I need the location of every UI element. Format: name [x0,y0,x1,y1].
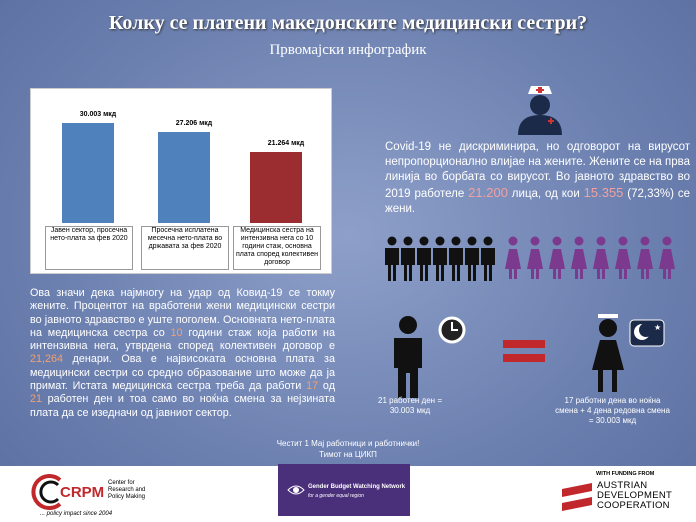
bar-chart: 30.003 мкд Јавен сектор, просечна нето-пл… [30,88,332,274]
highlight: 21 [30,393,43,406]
intro-text: Covid-19 не дискриминира, но одговорот н… [385,140,690,217]
ada-name: AUSTRIAN DEVELOPMENT COOPERATION [597,480,672,511]
text-run: работен ден и тоа само во ноќна смена за… [30,393,335,419]
nurse-icon [518,86,562,135]
right-caption: 17 работни дена во ноќна смена + 4 дена … [555,396,670,425]
value-label: 21.264 мкд [267,140,305,148]
woman-icon [637,236,653,279]
text-run: денари. Ова е највисоката основна плата … [30,353,335,393]
gbwn-name: Gender Budget Watching Network [308,484,406,490]
highlight: 10 [170,326,183,339]
svg-text:★: ★ [654,323,661,332]
ada-flag [562,483,592,511]
crpm-logo: CRPM [60,484,105,501]
text-run: Covid-19 не дискриминира, но одговорот н… [385,141,690,200]
body-text: Ова значи дека најмногу на удар од Ковид… [30,287,335,420]
man-icon [433,236,447,281]
crpm-tagline: ... policy impact since 2004 [40,511,113,517]
highlight: 17 [306,380,319,393]
woman-icon [527,236,543,279]
title: Колку се платени македонските медицински… [108,12,588,34]
woman-icon [505,236,521,279]
highlight: 21,264 [30,353,64,366]
icons [385,86,675,281]
funding-label: WITH FUNDING FROM [596,471,655,477]
woman-icon [571,236,587,279]
left-caption: 21 работен ден = 30.003 мкд [378,396,442,415]
man-icon [417,236,431,281]
category-label: Јавен сектор, просечна нето-плата за фев… [45,226,133,270]
highlight: 21.200 [468,185,508,200]
gbwn-mark [287,485,305,495]
category-label: Медицинска сестра на интензивна нега со … [233,226,321,270]
subtitle: Првомајски инфографик [269,42,427,58]
highlight: 15.355 [583,185,624,200]
text-run: лица, од кои [507,188,584,200]
man-icon [465,236,479,281]
text-run: Ова значи дека најмногу на удар од Ковид… [30,287,335,339]
signature: Тимот на ЦИКП [319,450,377,459]
bar [250,152,302,223]
bar [62,123,114,223]
text-run: (72,33%) се жени. [385,188,690,215]
value-label: 30.003 мкд [79,111,117,118]
category-label: Просечна исплатена месечна нето-плата во… [141,226,229,270]
value-label: 27.206 мкд [175,120,213,128]
comparison-icons: ★ [394,314,665,398]
woman-icon [615,236,631,279]
man-icon [401,236,415,281]
logo-strip: CRPM Center for Research and Policy Maki… [0,464,696,522]
woman-icon [549,236,565,279]
crpm-name: Center for Research and Policy Making [108,480,146,500]
greeting: Честит 1 Мај работници и работнички! [276,439,420,448]
man-icon [385,236,399,281]
text-run: од [318,380,335,393]
bar [158,132,210,223]
footer-text: Честит 1 Мај работници и работнички! Тимо… [0,438,696,460]
woman-icon [593,236,609,279]
man-icon [449,236,463,281]
gbwn-logo: Gender Budget Watching Network for a gen… [278,464,410,516]
text-run: години стаж која работи на интензивна не… [30,326,335,353]
crpm-mark [31,474,62,510]
man-icon [481,236,495,281]
gbwn-tagline: for a gender equal region [308,493,364,499]
woman-icon [659,236,675,279]
